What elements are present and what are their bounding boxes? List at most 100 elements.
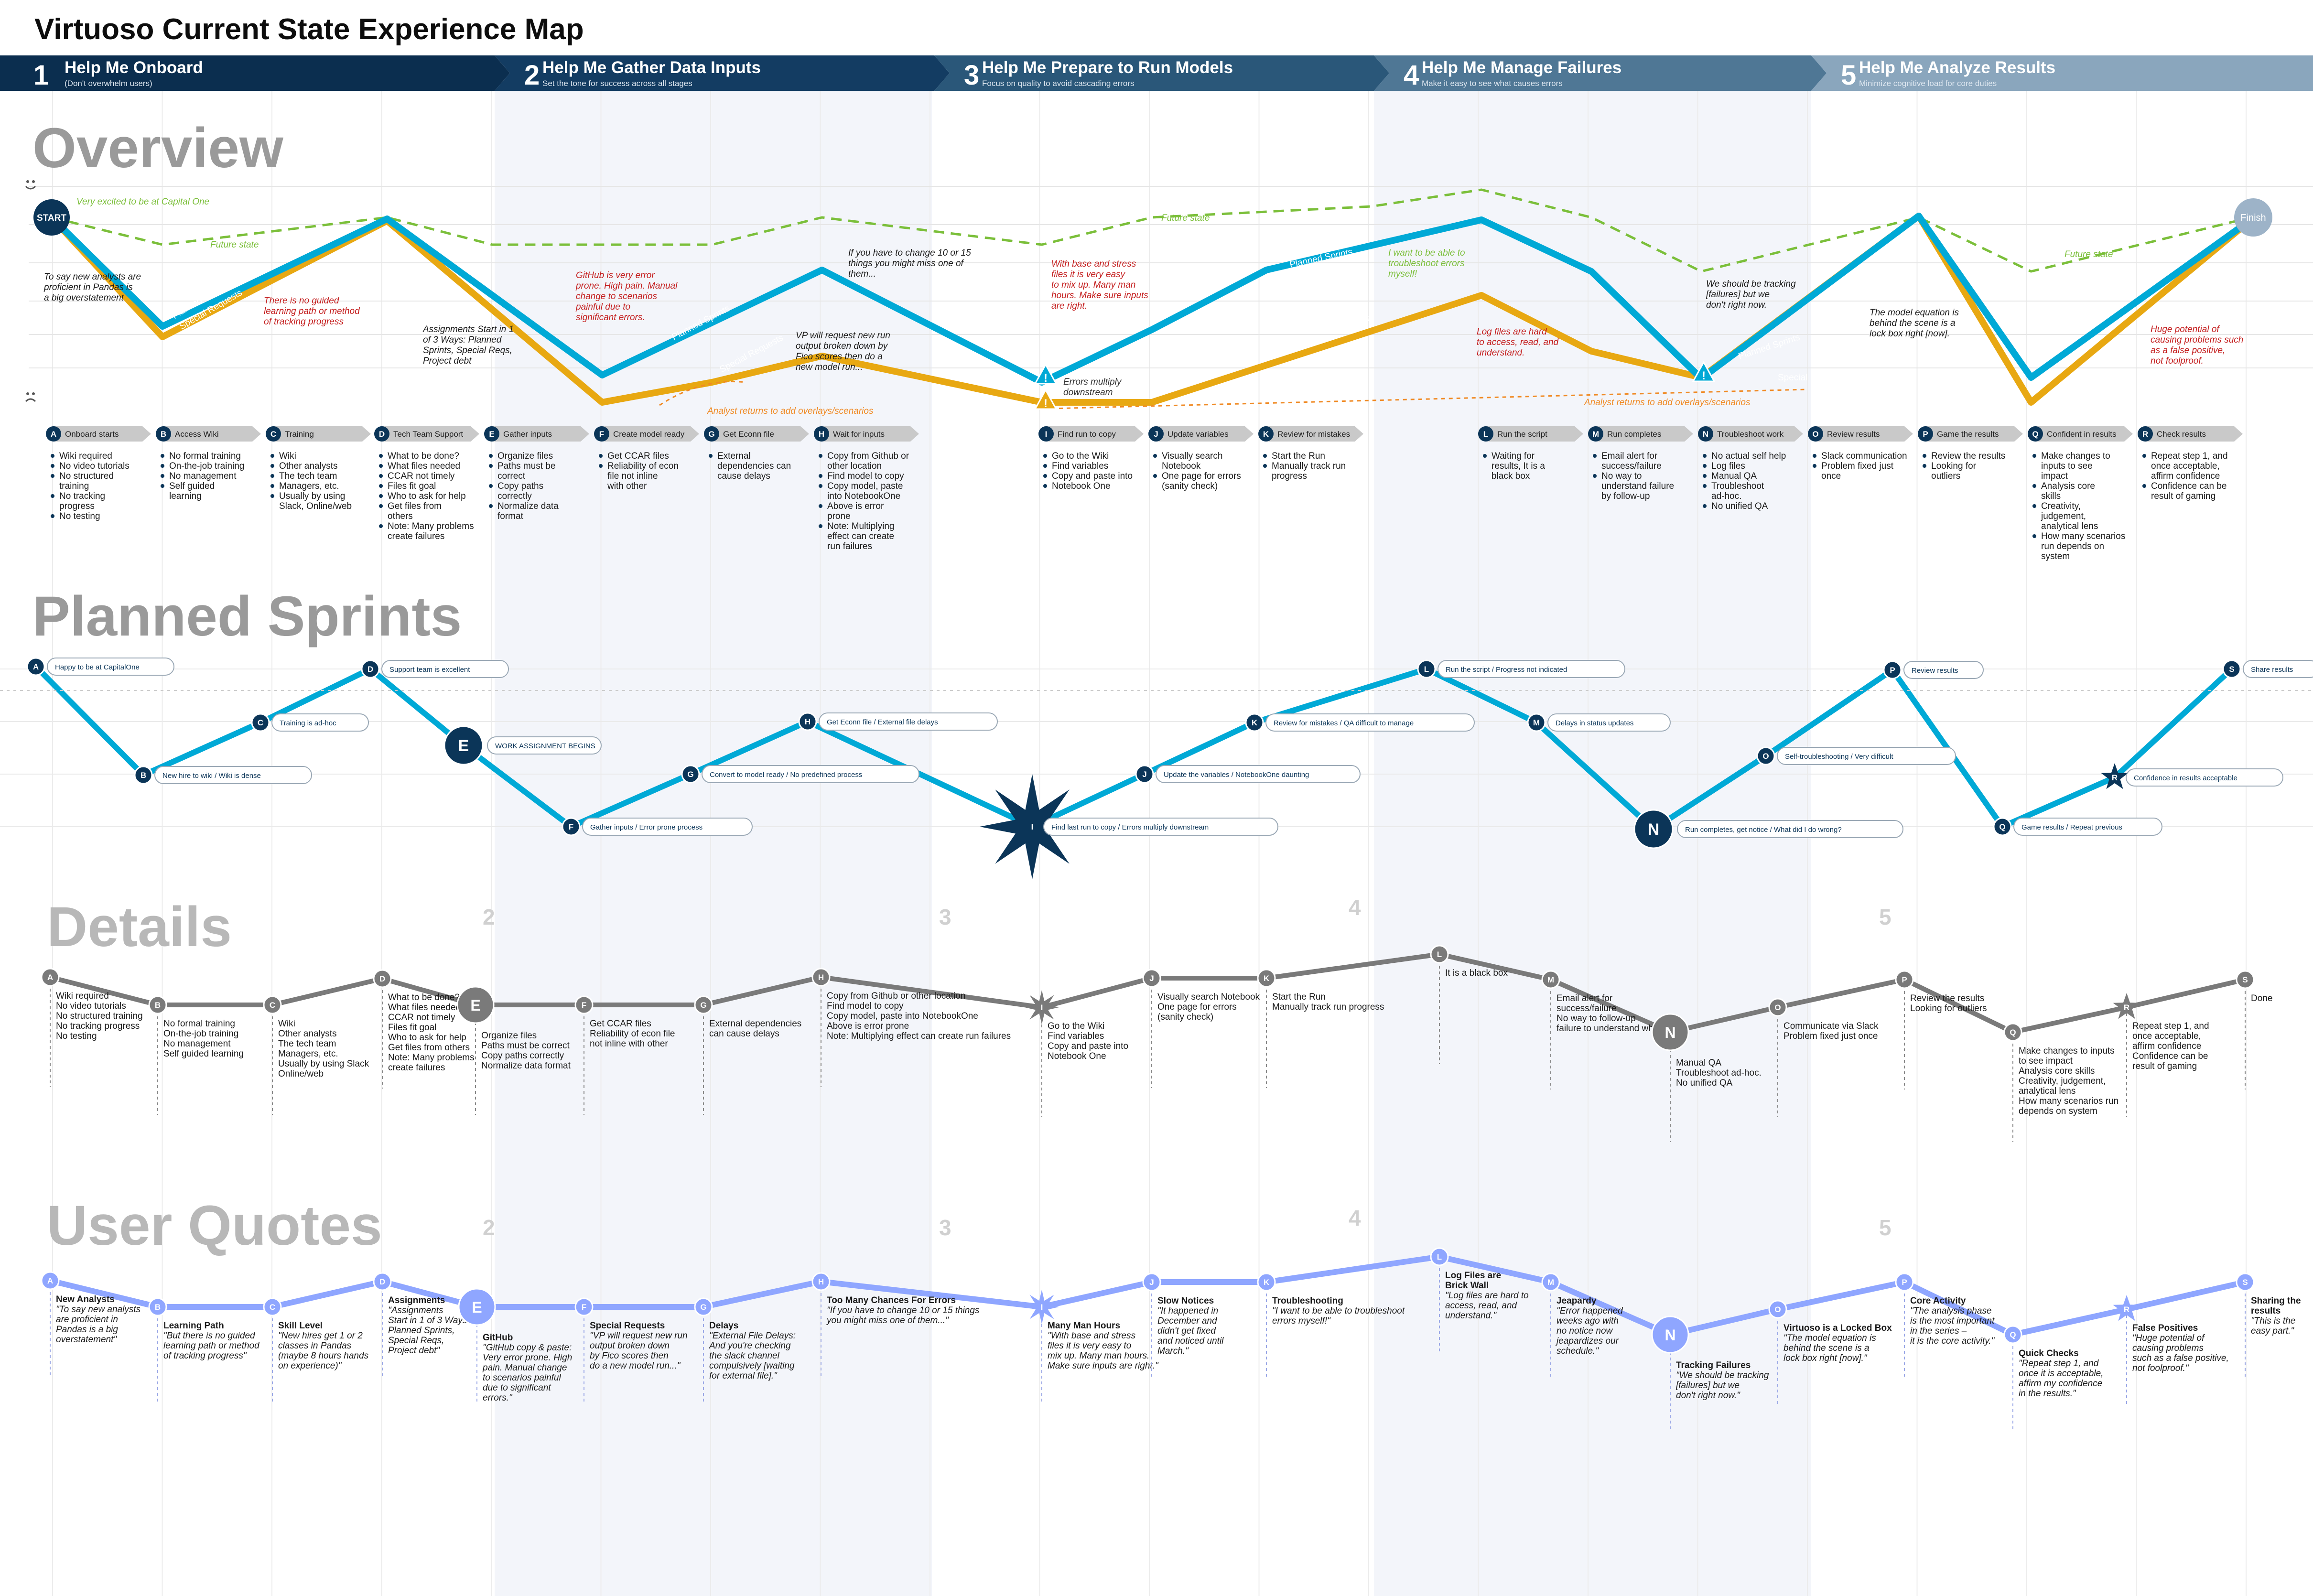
- detail-node-circle: [1895, 970, 1914, 989]
- detail-text-line: Confidence can be: [2132, 1051, 2208, 1061]
- bullet-dot: [2142, 484, 2146, 488]
- sprint-label: WORK ASSIGNMENT BEGINS: [495, 742, 595, 750]
- detail-node-letter: C: [270, 1001, 275, 1010]
- overview-annotation-line: not foolproof.: [2151, 356, 2204, 366]
- step-bullet-line: prone: [827, 511, 851, 521]
- sprint-node-j: J Update the variables / NotebookOne daun…: [1135, 765, 1361, 784]
- finish-label: Finish: [2240, 213, 2266, 223]
- quote-title: Special Requests: [590, 1321, 665, 1331]
- step-letter: D: [379, 430, 385, 439]
- step-bullet: Copy and paste into: [1052, 471, 1133, 481]
- step-bullet-line: Log files: [1711, 461, 1745, 471]
- step-bullet-line: Paths must be: [497, 461, 555, 471]
- overview-annotation-line: of tracking progress: [264, 317, 344, 327]
- quote-title: Quick Checks: [2019, 1348, 2079, 1359]
- star-icon: [2113, 993, 2140, 1019]
- overview-step-d: D Tech Team Support What to be done?What f…: [374, 426, 479, 541]
- quote-node-circle: [148, 1297, 167, 1316]
- sprint-node-letter: N: [1648, 820, 1660, 839]
- overview-annotation-line: Very excited to be at Capital One: [76, 197, 209, 207]
- step-bullet-line: Get files from: [388, 501, 442, 511]
- detail-text: Done: [2251, 993, 2272, 1003]
- detail-node-circle: [694, 995, 713, 1014]
- detail-text-line: can cause delays: [709, 1029, 779, 1039]
- step-bullet-line: once: [1821, 471, 1841, 481]
- overview-annotation-line: learning path or method: [264, 306, 360, 316]
- step-bullet-line: inputs to see: [2041, 461, 2093, 471]
- step-label: Gather inputs: [503, 430, 552, 439]
- sprint-node-letter: H: [805, 717, 811, 726]
- quote-text-line: mix up. Many man hours.: [1048, 1351, 1149, 1361]
- page-title: Virtuoso Current State Experience Map: [34, 13, 584, 46]
- sprint-node-b: B New hire to wiki / Wiki is dense: [134, 766, 312, 785]
- detail-node-circle: [373, 969, 392, 988]
- step-bullet-line: Files fit goal: [388, 481, 436, 491]
- quote-title: Delays: [709, 1321, 738, 1331]
- step-bullet-line: into NotebookOne: [827, 491, 900, 501]
- overview-annotation-line: Huge potential of: [2151, 324, 2220, 334]
- detail-node-letter: A: [47, 973, 53, 982]
- step-bullet-line: Manual QA: [1711, 471, 1757, 481]
- step-bullet-line: Start the Run: [1272, 451, 1325, 461]
- bullet-dot: [2032, 504, 2036, 508]
- step-bullet: Repeat step 1, and once acceptable, affirm…: [2151, 451, 2228, 481]
- overview-annotation-line: them...: [848, 269, 876, 279]
- quote-node-circle: [2003, 1325, 2022, 1344]
- quote-node-circle: [2236, 1272, 2255, 1292]
- stage-4: 4 Help Me Manage Failures Make it easy to …: [1374, 55, 1827, 91]
- detail-text-line: Looking for outliers: [1910, 1003, 1987, 1014]
- overview-annotation-line: To say new analysts are: [44, 272, 141, 282]
- step-bullet-line: Organize files: [497, 451, 553, 461]
- quote-text-line: Project debt": [388, 1346, 440, 1356]
- quote-node-circle: [1895, 1272, 1914, 1292]
- quote-text: "VP will request new run output broken do…: [590, 1331, 688, 1371]
- quote-text-line: and noticed until: [1157, 1336, 1224, 1346]
- quote-title-line: Brick Wall: [1445, 1281, 1489, 1291]
- step-bullet: Who to ask for help: [388, 491, 466, 501]
- quote-text-line: learning path or method: [163, 1341, 260, 1351]
- step-bullet-line: Notebook: [1162, 461, 1201, 471]
- step-bullet-line: Slack, Online/web: [279, 501, 352, 511]
- quote-title: Too Many Chances For Errors: [827, 1295, 956, 1305]
- sprint-label-pill: [819, 712, 998, 731]
- stage-3-chevron: [934, 55, 1389, 91]
- step-bullet: Note: Multiplying effect can create run fa…: [827, 521, 894, 551]
- bullet-dot: [1703, 454, 1707, 458]
- overview-annotation: The model equation is behind the scene is…: [1870, 308, 1959, 339]
- quote-title: Log Files are Brick Wall: [1445, 1271, 1501, 1291]
- detail-node-letter: D: [379, 974, 385, 983]
- warning-triangle-shape: [1692, 360, 1716, 382]
- quote-text-line: "GitHub copy & paste:: [483, 1343, 572, 1353]
- bullet-dot: [379, 454, 383, 458]
- sprint-node-f: F Gather inputs / Error prone process: [562, 817, 753, 836]
- smile-face-icon: [25, 180, 36, 190]
- step-bullet-line: judgement,: [2041, 511, 2086, 521]
- overview-annotation-line: Fico scores then do a: [796, 352, 883, 362]
- bullet-dot: [819, 484, 822, 488]
- bullet-dot: [819, 474, 822, 478]
- detail-node-circle: [1430, 945, 1449, 964]
- sprint-node-letter: D: [367, 665, 373, 674]
- quote-text: "New hires get 1 or 2 classes in Pandas (m…: [278, 1331, 369, 1371]
- overview-annotation-line: GitHub is very error: [576, 270, 655, 280]
- detail-text-line: No tracking progress: [56, 1021, 140, 1031]
- quote-text-line: Planned Sprints,: [388, 1326, 454, 1336]
- step-bullet: Notebook One: [1052, 481, 1111, 491]
- bullet-dot: [1813, 454, 1816, 458]
- quote-text-line: causing problems: [2132, 1343, 2204, 1353]
- stage-title: Help Me Prepare to Run Models: [982, 58, 1233, 77]
- detail-text-line: What to be done?: [388, 992, 460, 1003]
- step-letter-badge: [46, 426, 61, 442]
- detail-text-line: failure to understand why: [1556, 1024, 1658, 1034]
- future-state-label: Future state: [2064, 249, 2113, 259]
- detail-text: What to be done? What files needed CCAR no…: [388, 992, 475, 1073]
- stage-background-shading: [495, 84, 1811, 1596]
- quote-title: New Analysts: [56, 1294, 115, 1305]
- bullet-dot: [270, 494, 274, 498]
- sprint-label: Share results: [2251, 666, 2293, 674]
- sprint-label-pill: [271, 713, 369, 732]
